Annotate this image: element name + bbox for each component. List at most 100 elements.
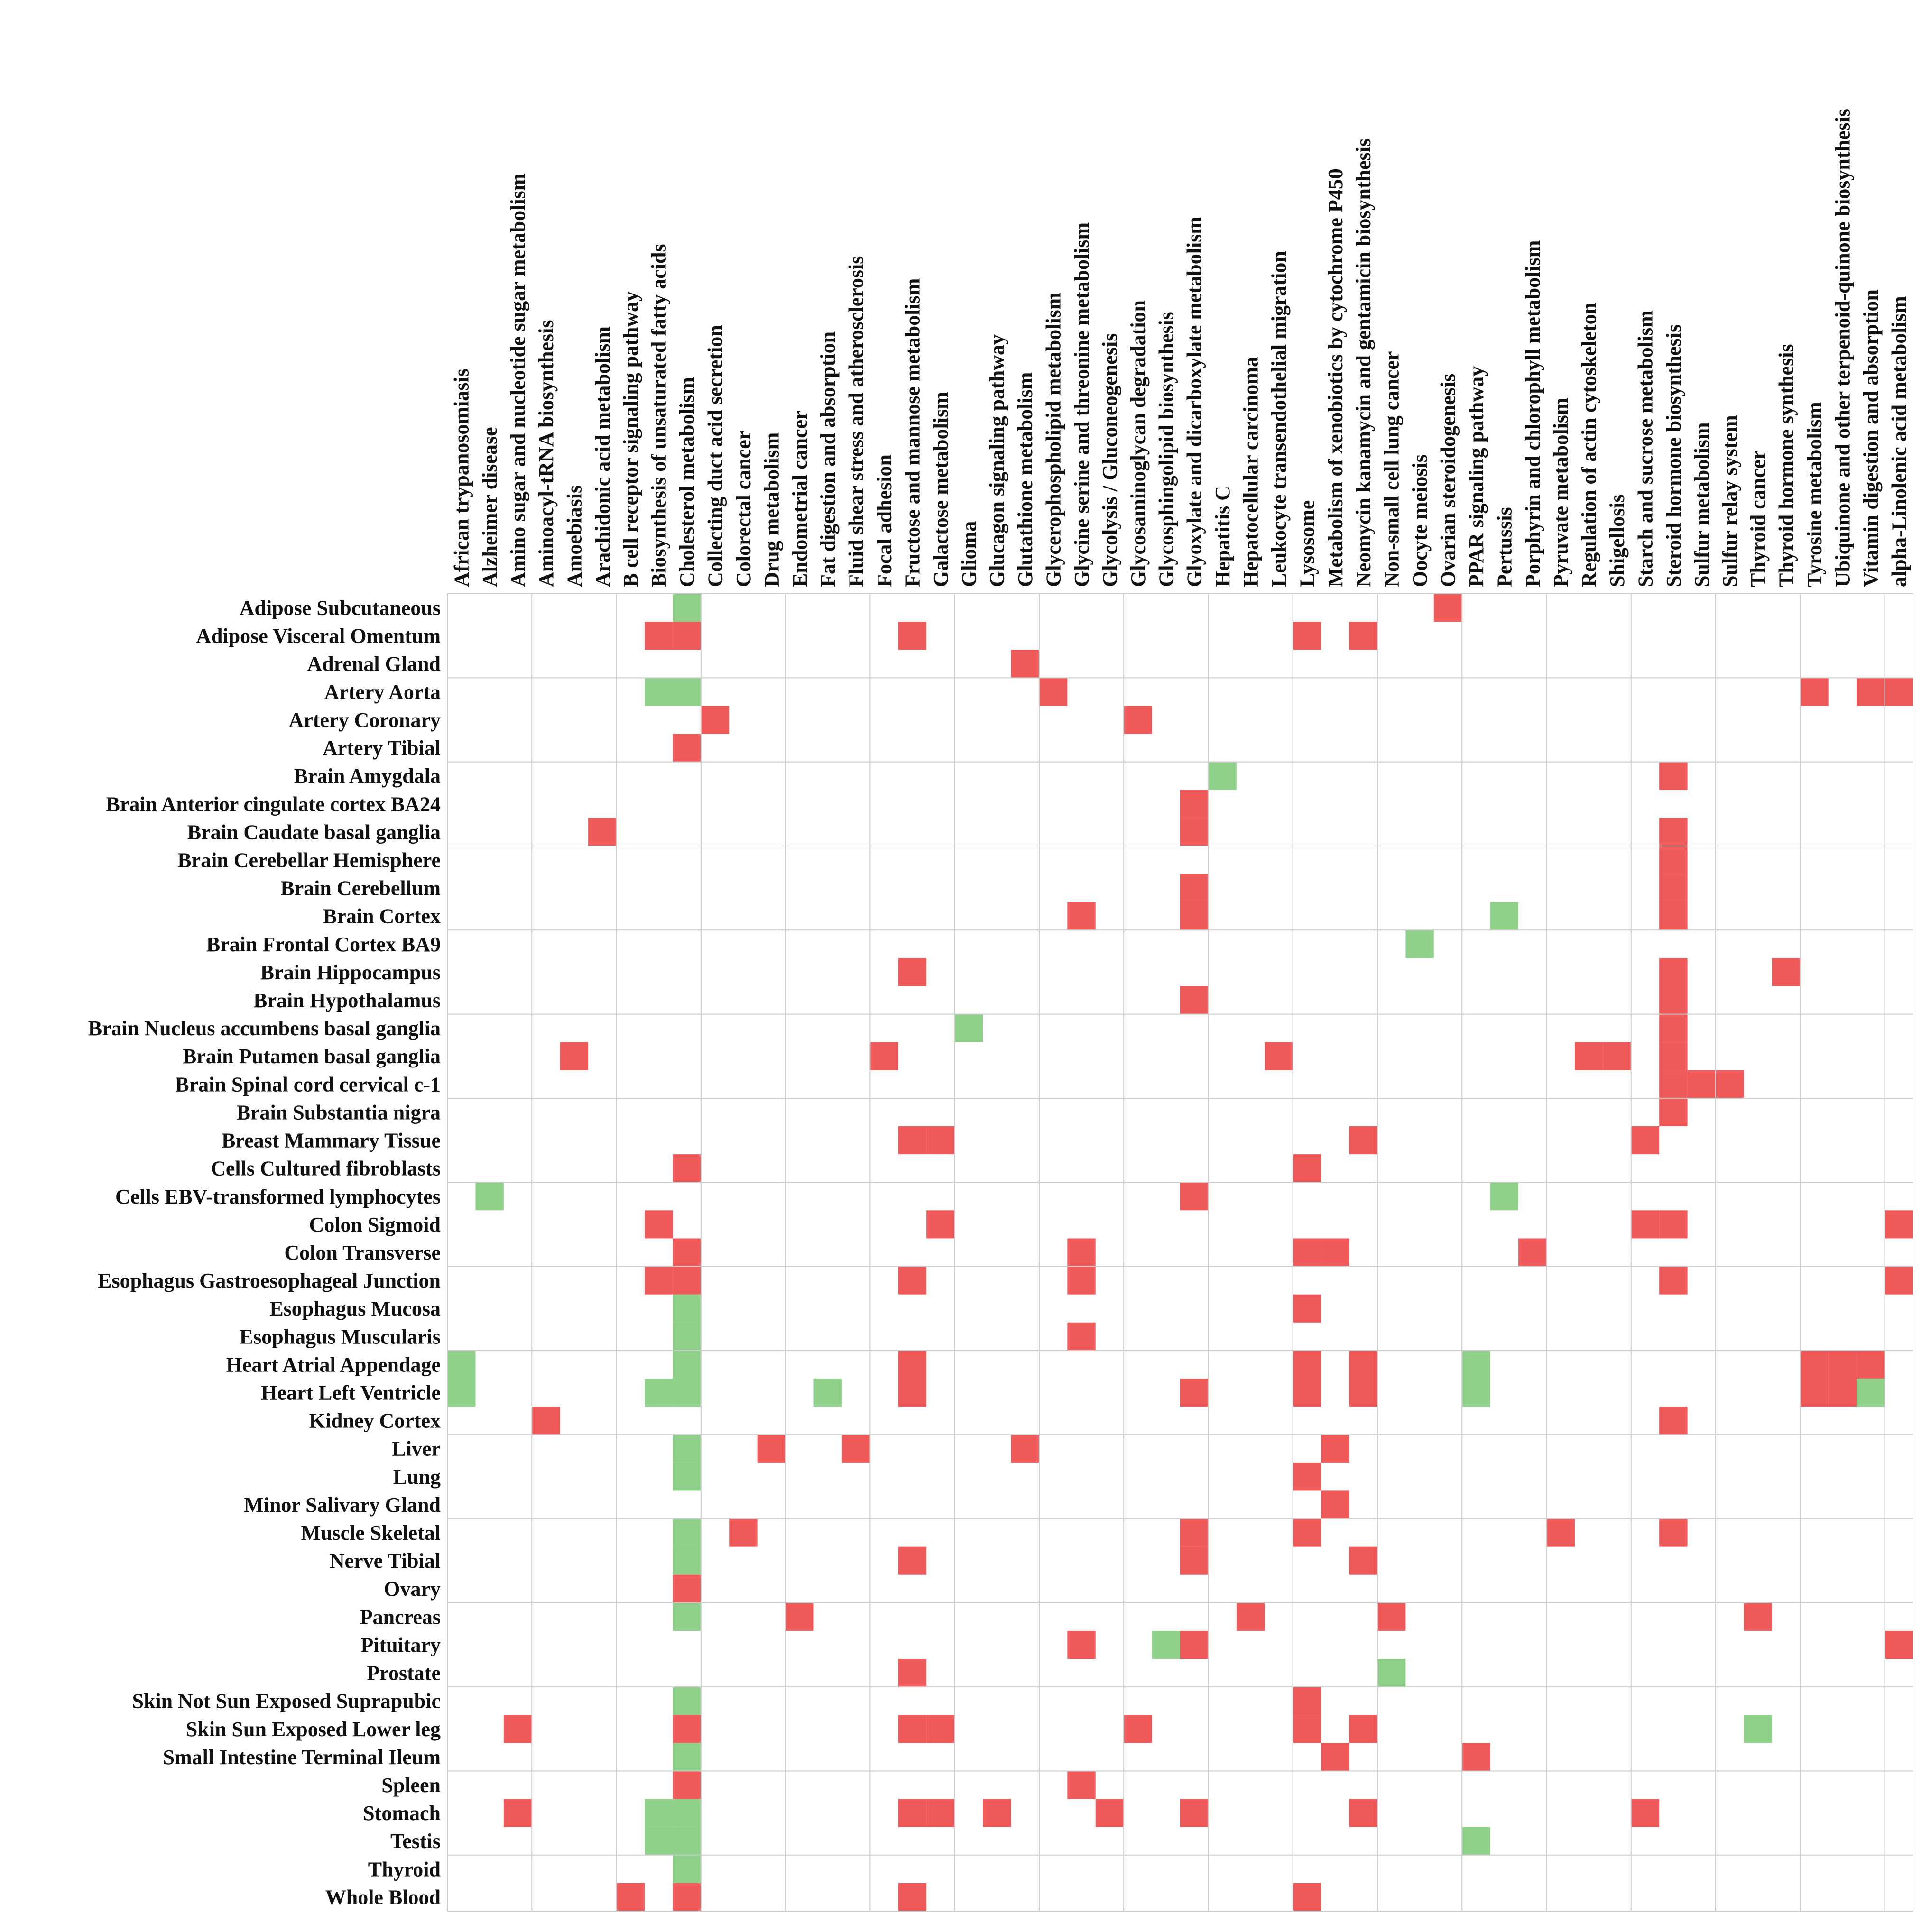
heatmap-cell-adipose-visceral-omentum-biosynthesis-of-unsaturated-fatty-acids xyxy=(644,622,673,650)
column-label-alzheimer-disease: Alzheimer disease xyxy=(478,427,501,587)
column-label-focal-adhesion: Focal adhesion xyxy=(873,454,896,587)
heatmap-cell-heart-left-ventricle-cholesterol-metabolism xyxy=(673,1378,701,1407)
heatmap-cell-colon-sigmoid-biosynthesis-of-unsaturated-fatty-acids xyxy=(644,1210,673,1239)
heatmap-cell-heart-left-ventricle-biosynthesis-of-unsaturated-fatty-acids xyxy=(644,1378,673,1407)
column-label-endometrial-cancer: Endometrial cancer xyxy=(788,410,812,587)
row-label-breast-mammary-tissue: Breast Mammary Tissue xyxy=(222,1129,441,1152)
heatmap-cell-colon-transverse-cholesterol-metabolism xyxy=(673,1238,701,1267)
heatmap-cell-skin-sun-exposed-lower-leg-thyroid-cancer xyxy=(1744,1715,1772,1743)
heatmap-cell-brain-putamen-basal-ganglia-leukocyte-transendothelial-migration xyxy=(1265,1042,1293,1070)
row-label-spleen: Spleen xyxy=(381,1774,441,1797)
heatmap-cell-heart-left-ventricle-fat-digestion-and-absorption xyxy=(813,1378,842,1407)
heatmap-cell-adipose-subcutaneous-cholesterol-metabolism xyxy=(673,594,701,622)
heatmap-cell-brain-cortex-pertussis xyxy=(1490,902,1519,930)
row-label-prostate: Prostate xyxy=(367,1662,441,1685)
column-label-aminoacyl-trna-biosynthesis: Aminoacyl-tRNA biosynthesis xyxy=(535,320,558,588)
heatmap-cell-liver-fluid-shear-stress-and-atherosclerosis xyxy=(841,1435,870,1463)
heatmap-cell-liver-drug-metabolism xyxy=(757,1435,786,1463)
heatmap-cell-artery-tibial-cholesterol-metabolism xyxy=(673,734,701,762)
heatmap-cell-brain-caudate-basal-ganglia-arachidonic-acid-metabolism xyxy=(588,818,617,846)
column-label-cholesterol-metabolism: Cholesterol metabolism xyxy=(675,377,699,587)
column-label-biosynthesis-of-unsaturated-fatty-acids: Biosynthesis of unsaturated fatty acids xyxy=(647,244,671,587)
heatmap-cell-stomach-cholesterol-metabolism xyxy=(673,1799,701,1827)
column-label-galactose-metabolism: Galactose metabolism xyxy=(929,392,952,587)
heatmap-cell-whole-blood-cholesterol-metabolism xyxy=(673,1883,701,1911)
column-label-vitamin-digestion-and-absorption: Vitamin digestion and absorption xyxy=(1859,289,1883,587)
column-label-glutathione-metabolism: Glutathione metabolism xyxy=(1014,372,1037,587)
heatmap-cell-brain-nucleus-accumbens-basal-ganglia-steroid-hormone-biosynthesis xyxy=(1659,1014,1688,1042)
heatmap-cell-brain-spinal-cord-cervical-c-1-sulfur-relay-system xyxy=(1716,1070,1744,1098)
row-label-brain-substantia-nigra: Brain Substantia nigra xyxy=(237,1101,441,1124)
row-label-cells-cultured-fibroblasts: Cells Cultured fibroblasts xyxy=(211,1157,441,1180)
heatmap-cell-muscle-skeletal-lysosome xyxy=(1293,1518,1321,1547)
heatmap-cell-muscle-skeletal-cholesterol-metabolism xyxy=(673,1518,701,1547)
heatmap-cell-pancreas-hepatocellular-carcinoma xyxy=(1236,1602,1265,1631)
heatmap-cell-stomach-fructose-and-mannose-metabolism xyxy=(898,1799,927,1827)
column-label-glucagon-signaling-pathway: Glucagon signaling pathway xyxy=(986,334,1009,587)
heatmap-cell-heart-atrial-appendage-african-trypanosomiasis xyxy=(447,1350,476,1379)
heatmap-cell-thyroid-cholesterol-metabolism xyxy=(673,1855,701,1883)
row-label-thyroid: Thyroid xyxy=(368,1858,441,1881)
heatmap-cell-esophagus-gastroesophageal-junction-biosynthesis-of-unsaturated-fatty-acids xyxy=(644,1266,673,1295)
heatmap-cell-colon-transverse-lysosome xyxy=(1293,1238,1321,1267)
row-label-brain-hippocampus: Brain Hippocampus xyxy=(260,961,441,984)
row-label-adipose-subcutaneous: Adipose Subcutaneous xyxy=(240,597,441,620)
heatmap-cell-breast-mammary-tissue-fructose-and-mannose-metabolism xyxy=(898,1126,927,1155)
column-label-glycerophospholipid-metabolism: Glycerophospholipid metabolism xyxy=(1042,293,1065,587)
heatmap-cell-artery-aorta-cholesterol-metabolism xyxy=(673,678,701,706)
heatmap-cell-pancreas-non-small-cell-lung-cancer xyxy=(1377,1602,1406,1631)
heatmap-cell-stomach-starch-and-sucrose-metabolism xyxy=(1631,1799,1660,1827)
row-label-whole-blood: Whole Blood xyxy=(325,1886,441,1909)
heatmap-cell-colon-sigmoid-alpha-linolenic-acid-metabolism xyxy=(1885,1210,1913,1239)
row-label-colon-transverse: Colon Transverse xyxy=(284,1241,441,1264)
row-label-heart-atrial-appendage: Heart Atrial Appendage xyxy=(226,1353,441,1376)
heatmap-cell-pituitary-alpha-linolenic-acid-metabolism xyxy=(1885,1630,1913,1659)
heatmap-cell-testis-biosynthesis-of-unsaturated-fatty-acids xyxy=(644,1827,673,1855)
heatmap-cell-esophagus-mucosa-lysosome xyxy=(1293,1294,1321,1323)
heatmap-cell-cells-cultured-fibroblasts-lysosome xyxy=(1293,1154,1321,1183)
row-label-liver: Liver xyxy=(392,1437,441,1461)
column-label-thyroid-hormone-synthesis: Thyroid hormone synthesis xyxy=(1775,344,1798,587)
heatmap-cell-esophagus-gastroesophageal-junction-steroid-hormone-biosynthesis xyxy=(1659,1266,1688,1295)
column-label-steroid-hormone-biosynthesis: Steroid hormone biosynthesis xyxy=(1662,324,1685,587)
heatmap-cell-skin-sun-exposed-lower-leg-amino-sugar-and-nucleotide-sugar-metabolism xyxy=(503,1715,532,1743)
heatmap-cell-artery-coronary-glycosaminoglycan-degradation xyxy=(1124,706,1152,734)
heatmap-cell-lung-lysosome xyxy=(1293,1463,1321,1491)
heatmap-cell-esophagus-mucosa-cholesterol-metabolism xyxy=(673,1294,701,1323)
heatmap-cell-nerve-tibial-cholesterol-metabolism xyxy=(673,1546,701,1575)
heatmap-cell-adipose-subcutaneous-ovarian-steroidogenesis xyxy=(1433,594,1462,622)
heatmap-cell-breast-mammary-tissue-galactose-metabolism xyxy=(926,1126,955,1155)
column-label-glyoxylate-and-dicarboxylate-metabolism: Glyoxylate and dicarboxylate metabolism xyxy=(1183,217,1206,587)
heatmap-cell-heart-left-ventricle-african-trypanosomiasis xyxy=(447,1378,476,1407)
heatmap-cell-brain-hippocampus-fructose-and-mannose-metabolism xyxy=(898,958,927,986)
heatmap-cell-adipose-visceral-omentum-fructose-and-mannose-metabolism xyxy=(898,622,927,650)
row-label-brain-spinal-cord-cervical-c-1: Brain Spinal cord cervical c-1 xyxy=(175,1073,441,1096)
column-label-african-trypanosomiasis: African trypanosomiasis xyxy=(450,368,473,587)
row-label-minor-salivary-gland: Minor Salivary Gland xyxy=(244,1493,441,1517)
heatmap-cells xyxy=(447,594,1913,1911)
row-label-esophagus-mucosa: Esophagus Mucosa xyxy=(269,1297,441,1320)
heatmap-cell-breast-mammary-tissue-neomycin-kanamycin-and-gentamicin-biosynthesis xyxy=(1349,1126,1377,1155)
heatmap-cell-stomach-amino-sugar-and-nucleotide-sugar-metabolism xyxy=(503,1799,532,1827)
heatmap-cell-cells-cultured-fibroblasts-cholesterol-metabolism xyxy=(673,1154,701,1183)
heatmap-cell-artery-aorta-glycerophospholipid-metabolism xyxy=(1039,678,1068,706)
column-label-sulfur-metabolism: Sulfur metabolism xyxy=(1690,422,1713,587)
row-label-pancreas: Pancreas xyxy=(360,1605,441,1628)
heatmap-cell-muscle-skeletal-glyoxylate-and-dicarboxylate-metabolism xyxy=(1180,1518,1209,1547)
heatmap-cell-adipose-visceral-omentum-neomycin-kanamycin-and-gentamicin-biosynthesis xyxy=(1349,622,1377,650)
heatmap-cell-heart-left-ventricle-lysosome xyxy=(1293,1378,1321,1407)
column-label-metabolism-of-xenobiotics-by-cytochrome-p450: Metabolism of xenobiotics by cytochrome … xyxy=(1324,168,1347,587)
heatmap-cell-skin-sun-exposed-lower-leg-neomycin-kanamycin-and-gentamicin-biosynthesis xyxy=(1349,1715,1377,1743)
heatmap-cell-brain-putamen-basal-ganglia-amoebiasis xyxy=(560,1042,589,1070)
row-label-brain-cerebellar-hemisphere: Brain Cerebellar Hemisphere xyxy=(177,848,441,872)
heatmap-cell-brain-cerebellar-hemisphere-steroid-hormone-biosynthesis xyxy=(1659,846,1688,874)
column-label-ppar-signaling-pathway: PPAR signaling pathway xyxy=(1465,366,1488,587)
heatmap-cell-spleen-glycine-serine-and-threonine-metabolism xyxy=(1067,1771,1096,1799)
heatmap-cell-spleen-cholesterol-metabolism xyxy=(673,1771,701,1799)
heatmap-cell-adipose-visceral-omentum-cholesterol-metabolism xyxy=(673,622,701,650)
row-label-brain-putamen-basal-ganglia: Brain Putamen basal ganglia xyxy=(183,1045,441,1068)
heatmap-cell-nerve-tibial-glyoxylate-and-dicarboxylate-metabolism xyxy=(1180,1546,1209,1575)
column-label-b-cell-receptor-signaling-pathway: B cell receptor signaling pathway xyxy=(619,291,642,587)
heatmap-cell-testis-ppar-signaling-pathway xyxy=(1462,1827,1490,1855)
column-label-regulation-of-actin-cytoskeleton: Regulation of actin cytoskeleton xyxy=(1578,303,1601,587)
